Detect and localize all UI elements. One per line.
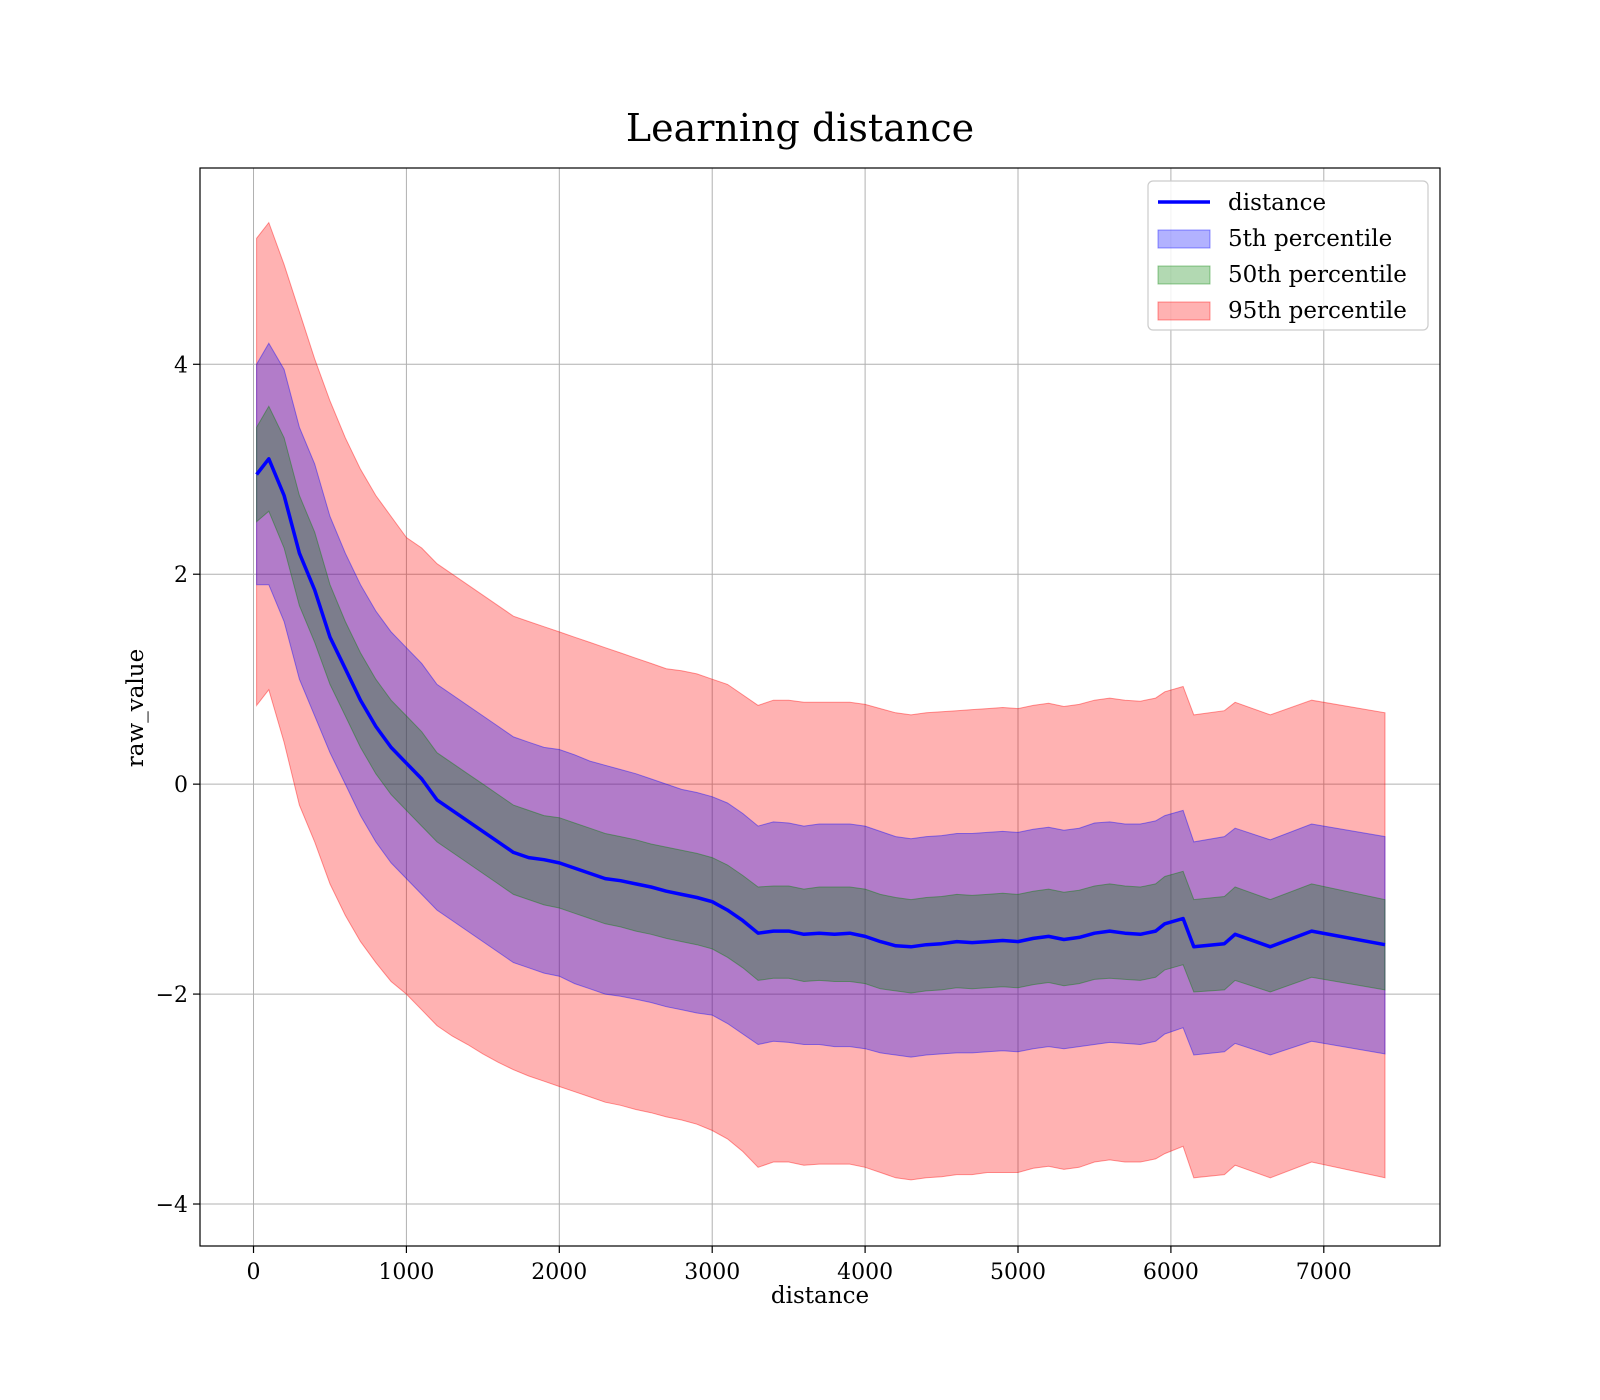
chart-title: Learning distance [626,106,974,150]
x-tick-label: 1000 [378,1260,434,1285]
legend-label: distance [1228,190,1326,216]
y-tick-label: −2 [156,983,188,1008]
grid [200,168,1440,1246]
legend-label: 95th percentile [1228,298,1407,324]
legend-swatch-band [1157,229,1211,249]
x-tick-label: 4000 [837,1260,893,1285]
ticks: 0 1000 2000 3000 4000 5000 6000 7000 −4 −2 0 2 4 [156,353,1352,1285]
y-axis-label: raw_value [123,649,149,767]
x-tick-label: 7000 [1296,1260,1352,1285]
band-95th-percentile [256,221,1386,1181]
line-layer [255,457,1386,949]
legend-swatch-band [1157,301,1211,321]
legend-box [1147,180,1429,331]
percentile-bands [256,221,1386,1181]
y-tick-label: 4 [174,353,188,378]
x-axis-label: distance [771,1283,869,1309]
y-tick-label: 2 [174,563,188,588]
legend-swatch-band [1157,265,1211,285]
y-tick-label: 0 [174,773,188,798]
legend: distance 5th percentile 50th percentile 95t… [1147,180,1429,331]
x-tick-label: 2000 [531,1260,587,1285]
y-tick-label: −4 [156,1193,188,1218]
x-tick-label: 0 [247,1260,261,1285]
x-tick-label: 3000 [684,1260,740,1285]
series-line-distance [255,457,1386,949]
band-5th-percentile [256,342,1386,1058]
band-50th-percentile [256,405,1386,994]
x-tick-label: 5000 [990,1260,1046,1285]
legend-label: 50th percentile [1228,262,1407,288]
legend-label: 5th percentile [1228,226,1392,252]
x-tick-label: 6000 [1143,1260,1199,1285]
plot-frame [199,167,1441,1247]
